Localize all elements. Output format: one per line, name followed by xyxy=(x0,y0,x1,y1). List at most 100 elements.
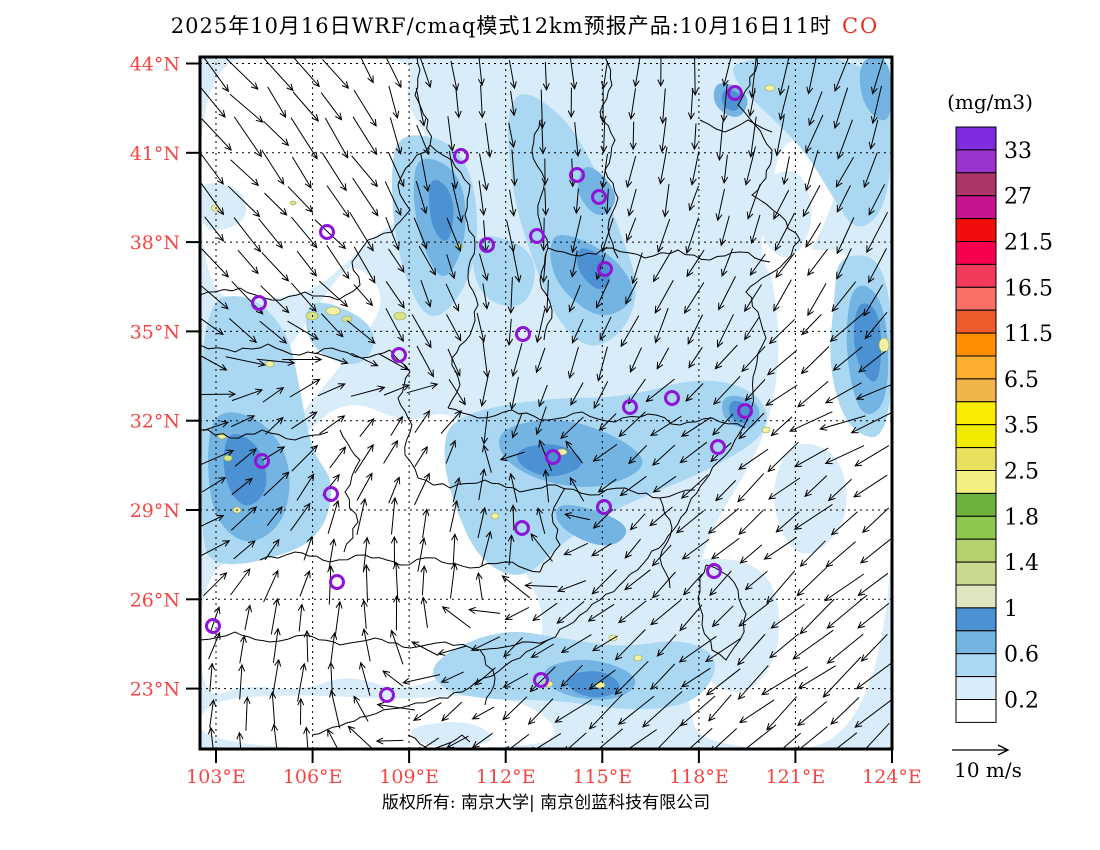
wind-arrow xyxy=(231,477,253,496)
co-hotspot xyxy=(633,654,643,662)
wind-arrow xyxy=(204,216,225,242)
wind-arrow xyxy=(538,384,548,408)
wind-arrow xyxy=(766,570,796,604)
wind-arrow xyxy=(446,217,462,253)
colorbar-cell xyxy=(955,263,997,288)
wind-arrow xyxy=(261,252,290,282)
wind-arrow xyxy=(359,661,371,696)
colorbar-label: 0.6 xyxy=(1004,643,1039,668)
wind-arrow xyxy=(415,181,428,215)
wind-arrow xyxy=(836,185,851,213)
wind-arrow xyxy=(231,388,264,402)
wind-arrow xyxy=(362,563,370,603)
city-marker xyxy=(597,261,613,277)
wind-arrow xyxy=(230,159,260,187)
colorbar-cell xyxy=(955,447,997,472)
wind-arrow xyxy=(296,250,318,277)
wind-arrow xyxy=(775,511,800,533)
wind-arrow xyxy=(804,475,828,498)
wind-arrow xyxy=(352,116,378,156)
wind-arrow xyxy=(263,569,279,603)
wind-arrow xyxy=(256,358,296,366)
wind-arrow xyxy=(778,85,790,121)
wind-arrow xyxy=(659,118,667,153)
wind-arrow xyxy=(836,217,855,255)
wind-arrow xyxy=(797,701,828,727)
wind-arrow xyxy=(379,353,409,371)
wind-arrow xyxy=(680,474,709,499)
wind-arrow xyxy=(656,722,684,749)
wind-arrow xyxy=(297,603,305,632)
wind-arrow xyxy=(414,472,430,506)
wind-arrow xyxy=(770,603,805,629)
wind-arrow xyxy=(614,629,646,661)
wind-arrow xyxy=(420,153,431,193)
wind-arrow xyxy=(620,315,640,348)
wind-arrow xyxy=(320,92,343,121)
wind-arrow xyxy=(807,283,827,317)
wind-arrow xyxy=(864,722,890,749)
wind-arrow xyxy=(499,451,525,462)
city-marker xyxy=(737,403,753,419)
wind-arrow xyxy=(291,216,318,249)
wind-arrow xyxy=(774,212,796,252)
wind-arrow xyxy=(200,317,224,336)
wind-arrow xyxy=(818,415,866,431)
province-boundary xyxy=(417,477,696,499)
colorbar-cell xyxy=(955,378,997,403)
wind-arrow xyxy=(417,536,427,572)
wind-arrow xyxy=(354,443,374,474)
wind-arrow xyxy=(792,629,834,660)
colorbar-unit-label: (mg/m3) xyxy=(947,90,1033,114)
wind-arrow xyxy=(200,284,229,310)
wind-arrow xyxy=(509,376,519,411)
wind-arrow xyxy=(826,633,864,664)
wind-arrow xyxy=(687,314,704,345)
wind-arrow xyxy=(765,384,798,406)
wind-arrow xyxy=(484,122,493,158)
wind-arrow xyxy=(595,252,606,281)
wind-arrow xyxy=(529,666,556,693)
wind-arrow xyxy=(478,84,486,119)
wind-arrow xyxy=(508,122,516,149)
wind-arrow xyxy=(450,60,460,92)
wind-arrow xyxy=(467,606,501,614)
colorbar-cell xyxy=(955,653,997,678)
wind-arrow xyxy=(509,504,517,531)
colorbar-cell xyxy=(955,286,997,311)
wind-arrow xyxy=(327,661,335,696)
wind-arrow xyxy=(227,185,261,218)
wind-arrow xyxy=(569,476,585,502)
wind-arrow xyxy=(652,249,673,283)
colorbar-cell xyxy=(955,355,997,380)
wind-arrow xyxy=(200,390,237,398)
wind-arrow xyxy=(826,594,868,629)
wind-arrow xyxy=(628,445,648,465)
wind-arrow xyxy=(681,538,710,560)
wind-arrow xyxy=(855,384,891,400)
wind-arrow xyxy=(422,508,430,538)
wind-arrow xyxy=(454,87,462,119)
wind-arrow xyxy=(767,477,801,500)
wind-arrow xyxy=(527,698,554,726)
wind-arrow xyxy=(447,348,461,377)
co-hotspot xyxy=(878,337,890,353)
wind-arrow xyxy=(642,691,683,728)
wind-arrow xyxy=(201,118,232,151)
wind-arrow xyxy=(382,670,404,687)
wind-arrow xyxy=(262,57,294,92)
city-marker xyxy=(710,439,726,455)
wind-arrow xyxy=(535,347,546,374)
wind-arrow xyxy=(739,544,763,564)
wind-arrow xyxy=(233,540,256,560)
wind-arrow xyxy=(230,415,256,428)
wind-arrow xyxy=(560,664,583,688)
wind-arrow xyxy=(414,410,431,433)
wind-arrow xyxy=(571,318,584,344)
wind-arrow xyxy=(441,606,471,629)
lon-tick-label: 121°E xyxy=(766,766,826,788)
wind-arrow xyxy=(560,634,592,653)
province-boundary xyxy=(599,57,619,259)
wind-arrow xyxy=(750,214,761,245)
